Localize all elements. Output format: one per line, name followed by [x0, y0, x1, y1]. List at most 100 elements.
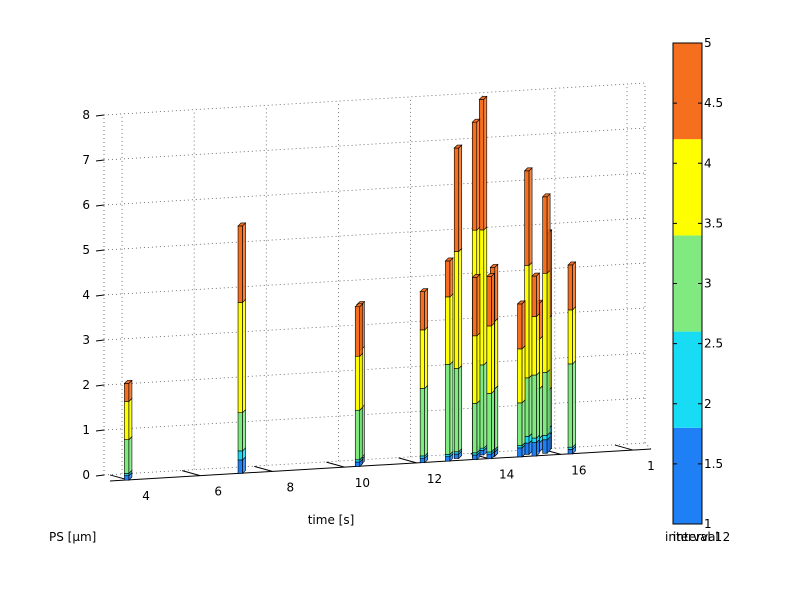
z-gridline: [103, 82, 646, 116]
z-tick: [95, 114, 105, 117]
bar-top: [453, 144, 463, 149]
bar-segment: [354, 306, 361, 357]
bar-segment-side: [359, 303, 364, 357]
bar-top: [516, 300, 526, 305]
bar-segment-side: [458, 144, 463, 253]
bar-segment-side: [539, 384, 543, 439]
colorbar-block: [673, 427, 702, 524]
colorbar-block: [673, 331, 702, 428]
x-tick-label: 1: [647, 459, 655, 473]
bar-segment: [486, 276, 492, 327]
z-gridline: [103, 397, 646, 431]
stacked-bar: [541, 193, 551, 455]
bar-segment: [471, 121, 478, 231]
bar-segment-side: [359, 406, 364, 461]
bar-segment: [542, 439, 548, 454]
x-tick-label: 8: [286, 480, 294, 494]
bar-segment-side: [242, 408, 246, 452]
bar-segment: [419, 455, 425, 459]
bar-segment: [531, 437, 537, 443]
bar-segment-side: [424, 384, 428, 457]
bar-segment: [354, 461, 361, 467]
bar-segment-side: [491, 272, 495, 327]
z-tick-label: 0: [82, 468, 90, 482]
bar-segment: [472, 452, 478, 456]
bar-segment: [124, 475, 130, 481]
bar-segment-side: [572, 360, 576, 448]
stacked-bar: [478, 95, 488, 456]
bar-segment-side: [536, 312, 540, 376]
bar-segment: [445, 364, 451, 455]
bar-segment: [445, 454, 451, 457]
bar-segment: [453, 251, 460, 369]
bar-segment: [567, 446, 573, 450]
bar-segment: [354, 459, 361, 463]
bar-segment: [567, 449, 573, 455]
bar-segment-side: [476, 118, 481, 231]
z-tick: [95, 204, 105, 207]
bar-top: [541, 193, 551, 198]
bar-segment: [486, 393, 492, 453]
colorbar: 1 1.5 2 2.5 3 3.5 4 4.5 5: [672, 36, 723, 531]
bar-segment-side: [491, 389, 495, 453]
bar-segment: [419, 291, 425, 331]
x-tick: [398, 457, 417, 464]
z-tick: [95, 384, 105, 387]
colorbar-tick-label: 1.5: [704, 457, 723, 471]
bar-segment: [517, 303, 523, 350]
bar-segment: [517, 348, 523, 404]
stacked-bar: [419, 287, 429, 464]
bar-segment-side: [536, 272, 540, 318]
bar-segment-side: [539, 335, 543, 390]
x-tick-label: 10: [355, 476, 370, 490]
bar-segment: [124, 439, 130, 474]
bar-segment-side: [546, 368, 551, 437]
bar-segment: [237, 302, 243, 413]
bar-top: [471, 118, 481, 123]
z-tick-label: 1: [82, 423, 90, 437]
z-gridline: [103, 217, 646, 251]
z-gridline: [103, 352, 646, 386]
colorbar-label-interval-1: interval 1: [665, 530, 722, 544]
bar-top: [123, 380, 133, 384]
bar-segment-side: [449, 257, 454, 298]
bar-segment-side: [494, 263, 499, 323]
bar-segment: [237, 225, 243, 303]
z-tick: [95, 339, 105, 342]
bar-layer: [123, 95, 577, 481]
bar-segment-side: [483, 226, 488, 366]
colorbar-tick-label: 5: [704, 36, 712, 50]
bar-top: [486, 273, 496, 277]
z-tick-label: 7: [82, 153, 90, 167]
stacked-bar: [471, 273, 481, 461]
bar-segment-side: [476, 273, 481, 337]
bar-segment: [542, 371, 548, 436]
stacked-bar: [237, 222, 247, 475]
bar-segment: [354, 409, 361, 461]
bar-segment-side: [483, 95, 488, 231]
x-tick: [326, 461, 345, 468]
bar-segment-side: [359, 352, 364, 411]
bar-segment: [531, 316, 537, 376]
z-axis-title: PS [µm]: [49, 530, 96, 544]
bar-segment: [445, 456, 451, 462]
bar-segment-side: [476, 399, 481, 454]
bar-segment-side: [546, 269, 551, 374]
bar-segment-side: [242, 222, 246, 304]
bar-top: [523, 167, 533, 172]
bar-segment: [419, 329, 425, 389]
stacked-bar: [453, 144, 463, 460]
bar-segment: [124, 383, 130, 402]
bar-segment-side: [494, 385, 499, 451]
bar-segment-side: [494, 317, 499, 390]
bar-top: [419, 288, 429, 292]
bar-segment: [486, 453, 492, 460]
bar-segment: [419, 457, 425, 463]
bar-segment-side: [424, 287, 428, 331]
bar-segment: [517, 445, 523, 449]
x-tick: [182, 470, 201, 477]
bar-top: [489, 264, 499, 268]
colorbar-tick-label: 4: [704, 156, 712, 170]
bar-top: [478, 96, 488, 100]
